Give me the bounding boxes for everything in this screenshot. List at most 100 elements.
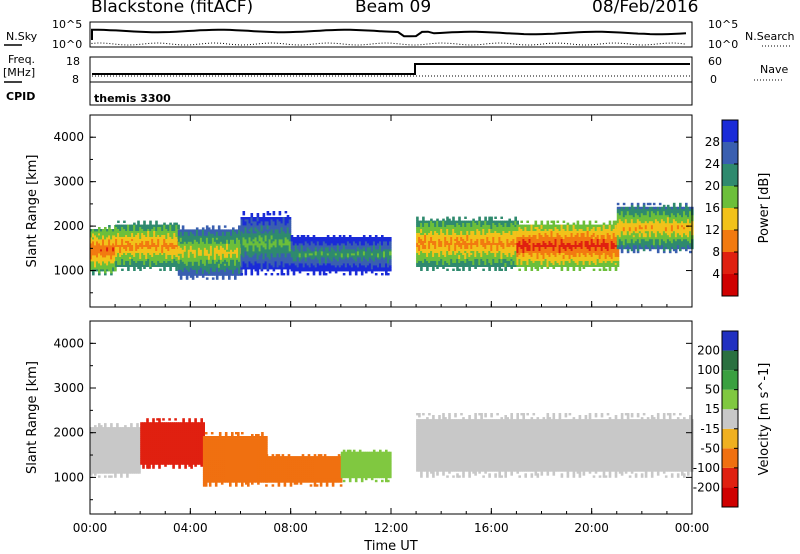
heat-cell	[213, 255, 217, 258]
heat-cell	[248, 233, 252, 236]
heat-cell	[270, 261, 274, 264]
heat-cell	[169, 228, 172, 231]
heat-cell	[129, 254, 132, 257]
heat-cell	[98, 231, 101, 234]
heat-cell	[199, 233, 203, 236]
heat-cell	[181, 263, 185, 266]
heat-cell	[191, 239, 195, 242]
heat-cell	[266, 223, 270, 226]
heat-cell	[165, 224, 168, 227]
heat-cell	[262, 217, 266, 220]
heat-cell	[219, 257, 223, 260]
heat-cell	[211, 241, 215, 244]
heat-cell	[115, 254, 118, 257]
heat-cell	[248, 265, 252, 268]
heat-cell	[123, 242, 126, 245]
heat-cell	[250, 225, 254, 228]
heat-cell	[221, 259, 225, 262]
power-region-2	[177, 225, 243, 280]
heat-cell	[199, 249, 203, 252]
heat-cell	[161, 246, 164, 249]
heat-cell	[108, 225, 111, 228]
heat-cell	[112, 231, 115, 234]
heat-cell	[207, 233, 211, 236]
heat-cell	[163, 222, 166, 225]
heat-cell	[234, 271, 237, 274]
heat-cell	[209, 261, 213, 264]
heat-cell	[203, 243, 207, 246]
heat-cell	[135, 238, 138, 241]
heat-cell	[110, 263, 113, 266]
heat-cell	[139, 242, 142, 245]
heat-cell	[217, 267, 221, 270]
heat-cell	[230, 235, 233, 238]
heat-cell	[262, 243, 266, 246]
heat-cell	[145, 228, 148, 231]
heat-cell	[268, 249, 272, 252]
heat-cell	[125, 256, 128, 259]
heat-cell	[100, 249, 103, 252]
heat-cell	[117, 254, 120, 257]
heat-cell	[238, 233, 241, 236]
heat-cell	[149, 250, 152, 253]
heat-cell	[256, 229, 260, 232]
heat-cell	[135, 240, 138, 243]
heat-cell	[232, 255, 235, 258]
heat-cell	[171, 244, 174, 247]
heat-cell	[157, 240, 160, 243]
heat-cell	[246, 223, 250, 226]
heat-cell	[228, 277, 231, 280]
heat-cell	[187, 237, 191, 240]
heat-cell	[185, 231, 189, 234]
heat-cell	[232, 267, 235, 270]
heat-cell	[195, 237, 199, 240]
heat-cell	[228, 233, 231, 236]
heat-cell	[195, 275, 199, 278]
heat-cell	[258, 249, 262, 252]
heat-cell	[127, 230, 130, 233]
heat-cell	[262, 253, 266, 256]
freq-label: Freq.	[8, 53, 36, 66]
heat-cell	[230, 239, 233, 242]
heat-cell	[181, 273, 185, 276]
heat-cell	[123, 248, 126, 251]
heat-cell	[135, 230, 138, 233]
heat-cell	[185, 273, 189, 276]
heat-cell	[228, 265, 231, 268]
heat-cell	[187, 251, 191, 254]
heat-cell	[252, 259, 256, 262]
summary-panels	[4, 21, 792, 106]
heat-cell	[248, 249, 252, 252]
heat-cell	[167, 256, 170, 259]
heat-cell	[129, 246, 132, 249]
heat-cell	[137, 244, 140, 247]
heat-cell	[189, 271, 193, 274]
heat-cell	[143, 224, 146, 227]
heat-cell	[209, 237, 213, 240]
heat-cell	[151, 260, 154, 263]
heat-cell	[151, 246, 154, 249]
heat-cell	[254, 225, 258, 228]
heat-cell	[252, 241, 256, 244]
heat-cell	[161, 224, 164, 227]
heat-cell	[244, 273, 248, 276]
heat-cell	[98, 255, 101, 258]
heat-cell	[205, 267, 209, 270]
heat-cell	[106, 253, 109, 256]
heat-cell	[240, 233, 244, 236]
heat-cell	[248, 253, 252, 256]
heat-cell	[167, 234, 170, 237]
heat-cell	[131, 256, 134, 259]
heat-cell	[135, 264, 138, 267]
heat-cell	[195, 269, 199, 272]
heat-cell	[151, 242, 154, 245]
heat-cell	[213, 241, 217, 244]
heat-cell	[260, 251, 264, 254]
heat-cell	[165, 228, 168, 231]
heat-cell	[135, 262, 138, 265]
heat-cell	[117, 262, 120, 265]
heat-cell	[226, 233, 229, 236]
heat-cell	[167, 246, 170, 249]
heat-cell	[173, 226, 176, 229]
heat-cell	[219, 239, 223, 242]
